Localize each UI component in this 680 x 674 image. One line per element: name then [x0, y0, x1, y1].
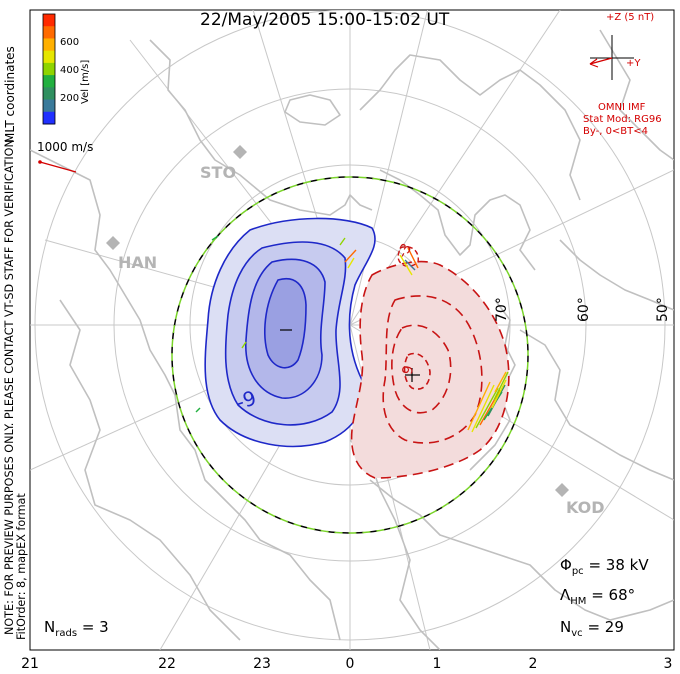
- stat-lambda-sub: HM: [570, 596, 587, 607]
- vector: [407, 247, 419, 269]
- stat-nrads-value: = 3: [81, 618, 109, 636]
- lat-label-70: 70°: [494, 297, 510, 322]
- stat-nrads-sub: rads: [55, 628, 78, 639]
- colorbar-segments: [43, 14, 55, 125]
- imf-y-label: +Y: [626, 58, 641, 69]
- vector: [471, 384, 495, 433]
- coast-siberia: [59, 299, 241, 641]
- stat-phi-sub: pc: [571, 566, 584, 577]
- fit-order-label: FitOrder: 8, mapEX format: [15, 493, 28, 640]
- colorbar-tick-600: 600: [60, 37, 80, 48]
- colorbar-segment: [43, 50, 55, 64]
- imf-source: OMNI IMF: [598, 102, 646, 113]
- stat-lambda-symbol: Λ: [560, 586, 571, 604]
- colorbar-segment: [43, 14, 55, 27]
- stat-vector-count: Nvc = 29: [560, 618, 624, 639]
- colorbar-segment: [43, 26, 55, 39]
- stat-hm-latitude: ΛHM = 68°: [560, 586, 635, 607]
- lat-label-50: 50°: [655, 297, 671, 322]
- plot-frame: [29, 9, 675, 651]
- imf-vector: [589, 57, 613, 65]
- neg-cell-fill-4: [264, 278, 307, 369]
- mlt-label-23: 23: [253, 656, 271, 672]
- scale-vector-origin: [38, 160, 42, 164]
- coast-east-greenland: [599, 29, 674, 161]
- negative-potential-cell: [204, 217, 376, 448]
- mlt-label-3: 3: [663, 656, 673, 672]
- stat-nvc-symbol: N: [560, 618, 572, 636]
- coast-russia-west: [30, 149, 341, 641]
- stat-cross-polar-potential: Φpc = 38 kV: [560, 556, 649, 577]
- station-kod-label: KOD: [566, 498, 605, 517]
- mlt-label-2: 2: [528, 656, 538, 672]
- stat-phi-symbol: Φ: [560, 556, 572, 574]
- mlt-label-0: 0: [345, 656, 355, 672]
- coordinate-system-label: MLT coordinates: [3, 46, 17, 143]
- map-title: 22/May/2005 15:00-15:02 UT: [200, 10, 450, 30]
- coast-alaska: [369, 479, 674, 621]
- imf-condition: By-, 0<BT<4: [583, 126, 649, 137]
- imf-vector-arrowhead: [589, 58, 599, 68]
- stat-nrads-symbol: N: [44, 618, 56, 636]
- scale-vector: [39, 161, 77, 173]
- station-sto-marker: [233, 145, 247, 159]
- imf-model: Stat Mod: RG96: [583, 114, 662, 125]
- mlt-label-21: 21: [21, 656, 39, 672]
- colorbar-segment: [43, 111, 55, 125]
- station-han-label: HAN: [118, 253, 158, 272]
- station-sto-label: STO: [200, 163, 237, 182]
- coast-scandinavia: [149, 39, 373, 216]
- vector: [399, 254, 413, 276]
- colorbar-label: Vel [m/s]: [80, 59, 91, 104]
- vector: [195, 407, 201, 413]
- coast-canada-north: [519, 329, 674, 481]
- scale-vector-label: 1000 m/s: [37, 140, 94, 154]
- station-han-marker: [106, 236, 120, 250]
- coast-iceland: [284, 94, 341, 126]
- pos-cell-fill-3: [391, 324, 452, 414]
- vector: [467, 381, 491, 431]
- vector: [491, 379, 507, 409]
- colorbar-segment: [43, 38, 55, 52]
- colorbar-tick-200: 200: [60, 93, 80, 104]
- station-markers: [106, 145, 569, 497]
- pos-cell-small-contour: [397, 246, 419, 267]
- vector: [211, 235, 219, 241]
- vector: [494, 371, 507, 393]
- colorbar-segment: [43, 62, 55, 76]
- stat-radar-count: Nrads = 3: [44, 618, 109, 639]
- imf-z-label: +Z (5 nT): [606, 12, 655, 23]
- coast-greenland: [379, 169, 536, 271]
- hm-boundary-green: [171, 176, 529, 534]
- vector: [344, 249, 357, 263]
- stat-nvc-value: = 29: [587, 618, 624, 636]
- velocity-colorbar: [42, 13, 56, 125]
- stat-nvc-sub: vc: [571, 628, 583, 639]
- coast-hudson: [559, 239, 674, 311]
- pos-cell-fill-4: [403, 352, 431, 390]
- vector: [347, 257, 355, 269]
- lat-label-60: 60°: [576, 297, 592, 322]
- colorbar-segment: [43, 99, 55, 113]
- colorbar-tick-400: 400: [60, 65, 80, 76]
- coast-arctic-canada: [359, 54, 581, 201]
- station-kod-marker: [555, 483, 569, 497]
- vector: [241, 341, 247, 349]
- vector: [493, 371, 509, 401]
- vector: [339, 237, 346, 246]
- colorbar-segment: [43, 87, 55, 101]
- positive-potential-cell: [350, 246, 510, 479]
- mlt-label-1: 1: [432, 656, 442, 672]
- vector: [404, 259, 416, 271]
- velocity-vectors: [195, 235, 509, 433]
- colorbar-outline: [42, 13, 56, 125]
- colorbar-segment: [43, 75, 55, 88]
- vector: [475, 387, 499, 429]
- stat-lambda-value: = 68°: [591, 586, 636, 604]
- stat-phi-value: = 38 kV: [588, 556, 649, 574]
- imf-clock: [589, 35, 634, 80]
- meridian: [349, 10, 429, 326]
- mlt-label-22: 22: [158, 656, 176, 672]
